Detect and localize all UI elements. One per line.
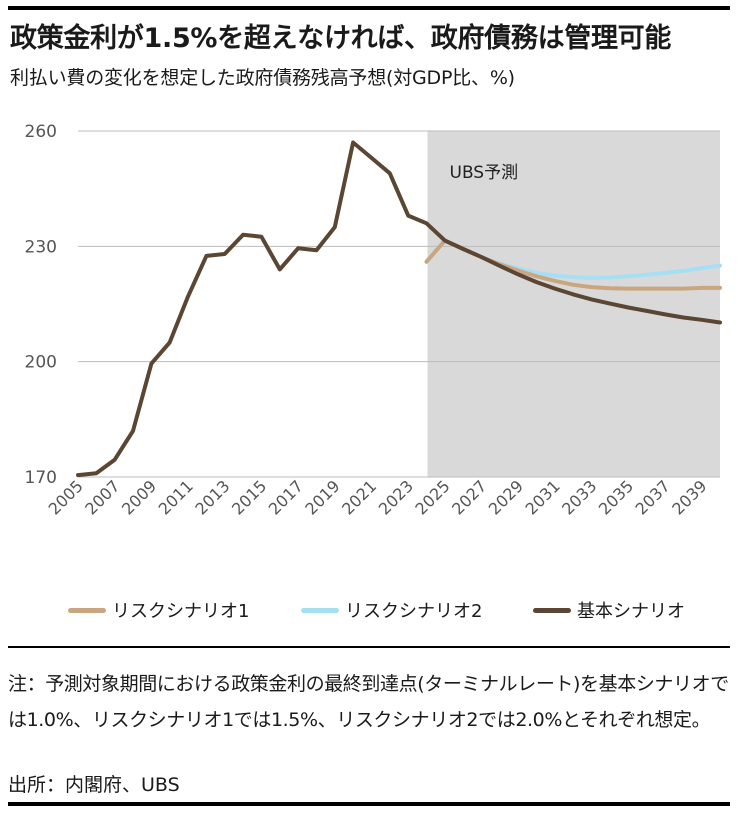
x-tick-label: 2039	[668, 476, 710, 518]
source-note: 出所：内閣府、UBS	[8, 774, 180, 796]
y-tick-label: 170	[25, 468, 57, 488]
line-chart: UBS予測 170 200 230 260 200520072009201120132…	[25, 122, 722, 519]
legend-label-base: 基本シナリオ	[577, 601, 685, 622]
top-rule	[8, 6, 730, 10]
x-tick-label: 2015	[228, 476, 270, 518]
y-tick-label: 230	[25, 237, 57, 257]
x-tick-label: 2011	[155, 476, 197, 518]
x-tick-label: 2013	[191, 476, 233, 518]
footnote: 注：予測対象期間における政策金利の最終到達点(ターミナルレート)を基本シナリオで…	[8, 673, 729, 731]
legend-item-risk2: リスクシナリオ2	[301, 597, 482, 623]
y-tick-label: 200	[25, 353, 57, 373]
x-tick-label: 2037	[632, 476, 674, 518]
forecast-label: UBS予測	[450, 163, 519, 183]
legend-swatch-risk1	[68, 607, 106, 613]
x-tick-label: 2009	[118, 476, 160, 518]
bottom-rule	[8, 802, 730, 806]
y-axis: 170 200 230 260	[25, 122, 57, 488]
legend-swatch-risk2	[301, 607, 339, 613]
x-tick-label: 2031	[522, 476, 564, 518]
legend-item-risk1: リスクシナリオ1	[68, 597, 249, 623]
middle-rule	[8, 646, 730, 648]
x-tick-label: 2021	[338, 476, 380, 518]
forecast-region	[427, 131, 720, 477]
chart-title: 政策金利が1.5%を超えなければ、政府債務は管理可能	[10, 23, 672, 54]
legend-label-risk2: リスクシナリオ2	[345, 601, 483, 622]
legend-swatch-base	[533, 607, 571, 613]
y-tick-label: 260	[25, 122, 57, 142]
legend-item-base: 基本シナリオ	[533, 597, 685, 623]
legend-label-risk1: リスクシナリオ1	[112, 601, 250, 622]
x-tick-label: 2019	[301, 476, 343, 518]
x-tick-label: 2007	[81, 476, 123, 518]
x-axis: 2005200720092011201320152017201920212023…	[45, 476, 711, 518]
x-tick-label: 2027	[448, 476, 490, 518]
chart-subtitle: 利払い費の変化を想定した政府債務残高予想(対GDP比、%)	[10, 67, 515, 89]
x-tick-label: 2029	[485, 476, 527, 518]
series-line-2	[76, 140, 722, 478]
x-tick-label: 2017	[265, 476, 307, 518]
x-tick-label: 2025	[411, 476, 453, 518]
gridlines	[78, 130, 720, 478]
legend: リスクシナリオ1 リスクシナリオ2 基本シナリオ	[0, 597, 739, 623]
series-lines	[76, 140, 722, 478]
x-tick-label: 2033	[558, 476, 600, 518]
x-tick-label: 2035	[595, 476, 637, 518]
x-tick-label: 2023	[375, 476, 417, 518]
